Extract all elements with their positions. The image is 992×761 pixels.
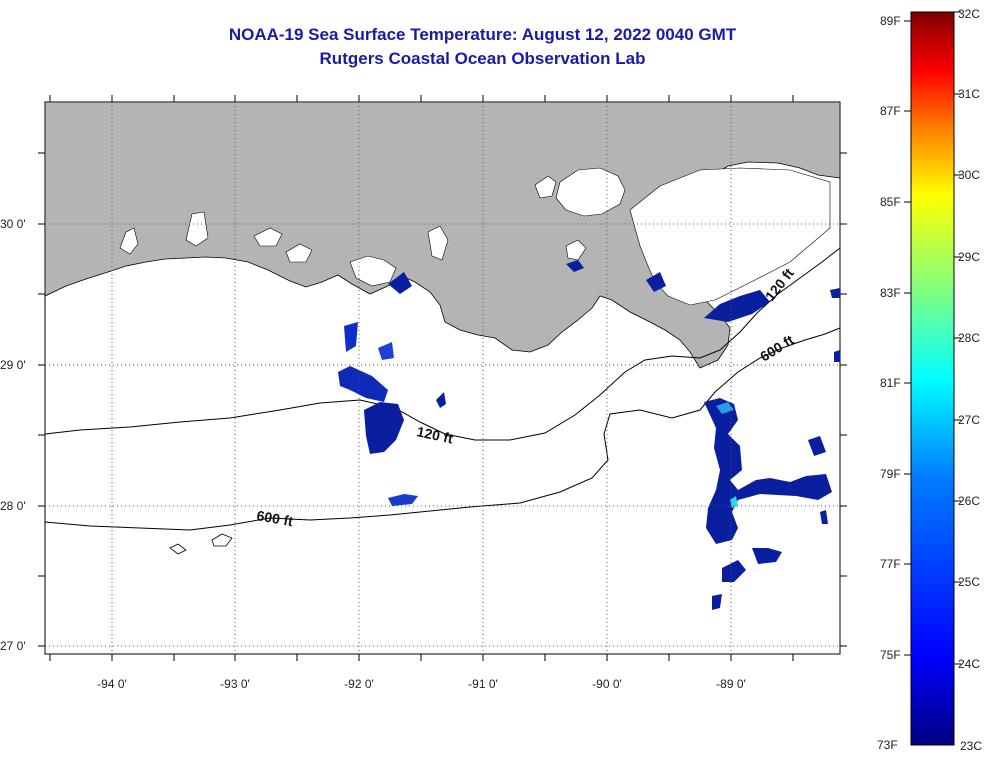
colorbar-f-label: 77F [880,557,901,571]
cloud-patch [565,239,587,261]
lat-tick-label: 30 0' [0,217,26,231]
colorbar-gradient [910,11,955,746]
colorbar-c-label: 23C [960,739,982,753]
graticule [45,102,840,654]
cloud-patch [185,211,209,247]
cloud-patch [534,175,557,199]
colorbar-f-label: 85F [880,195,901,209]
colorbar-c-label: 25C [958,575,980,589]
map-subtitle: Rutgers Coastal Ocean Observation Lab [319,49,646,68]
cloud-patch [285,243,313,263]
colorbar-f-label: 87F [880,104,901,118]
colorbar-f-label: 73F [877,738,898,752]
colorbar-c-label: 24C [958,657,980,671]
lon-tick-label: -89 0' [716,677,746,691]
colorbar-f-label: 81F [880,376,901,390]
isobath-label: 120 ft [415,423,454,446]
map-title: NOAA-19 Sea Surface Temperature: August … [228,25,737,44]
lon-tick-label: -91 0' [468,677,498,691]
lat-tick-label: 27 0' [0,639,26,653]
colorbar-c-label: 32C [958,7,980,21]
colorbar-c-label: 30C [958,168,980,182]
lon-tick-label: -94 0' [97,677,127,691]
bank-contour [169,533,233,555]
colorbar-f-label: 75F [880,648,901,662]
sst-patches [338,260,840,610]
frame-ticks [38,95,847,661]
lon-tick-label: -93 0' [220,677,250,691]
colorbar-c-label: 29C [958,250,980,264]
colorbar-f-label: 83F [880,286,901,300]
colorbar-f-label: 79F [880,467,901,481]
isobath-120ft [45,247,840,441]
colorbar-ticks [904,11,961,665]
cloud-patch [427,225,449,261]
colorbar-c-label: 31C [958,87,980,101]
cloud-patch [119,227,139,255]
colorbar-f-label: 89F [880,14,901,28]
colorbar: 89F 87F 85F 83F 81F 79F 77F 75F 73F 32C … [877,7,982,753]
lon-tick-label: -92 0' [344,677,374,691]
colorbar-c-label: 27C [958,413,980,427]
lon-tick-label: -90 0' [592,677,622,691]
lat-tick-label: 28 0' [0,499,26,513]
cloud-patch [253,227,283,247]
colorbar-c-label: 28C [958,331,980,345]
lat-tick-label: 29 0' [0,358,26,372]
isobath-label: 600 ft [255,507,294,529]
cloud-patch [555,167,626,217]
colorbar-c-label: 26C [958,494,980,508]
cloud-patch [349,255,397,287]
isobath-600ft [45,327,840,531]
